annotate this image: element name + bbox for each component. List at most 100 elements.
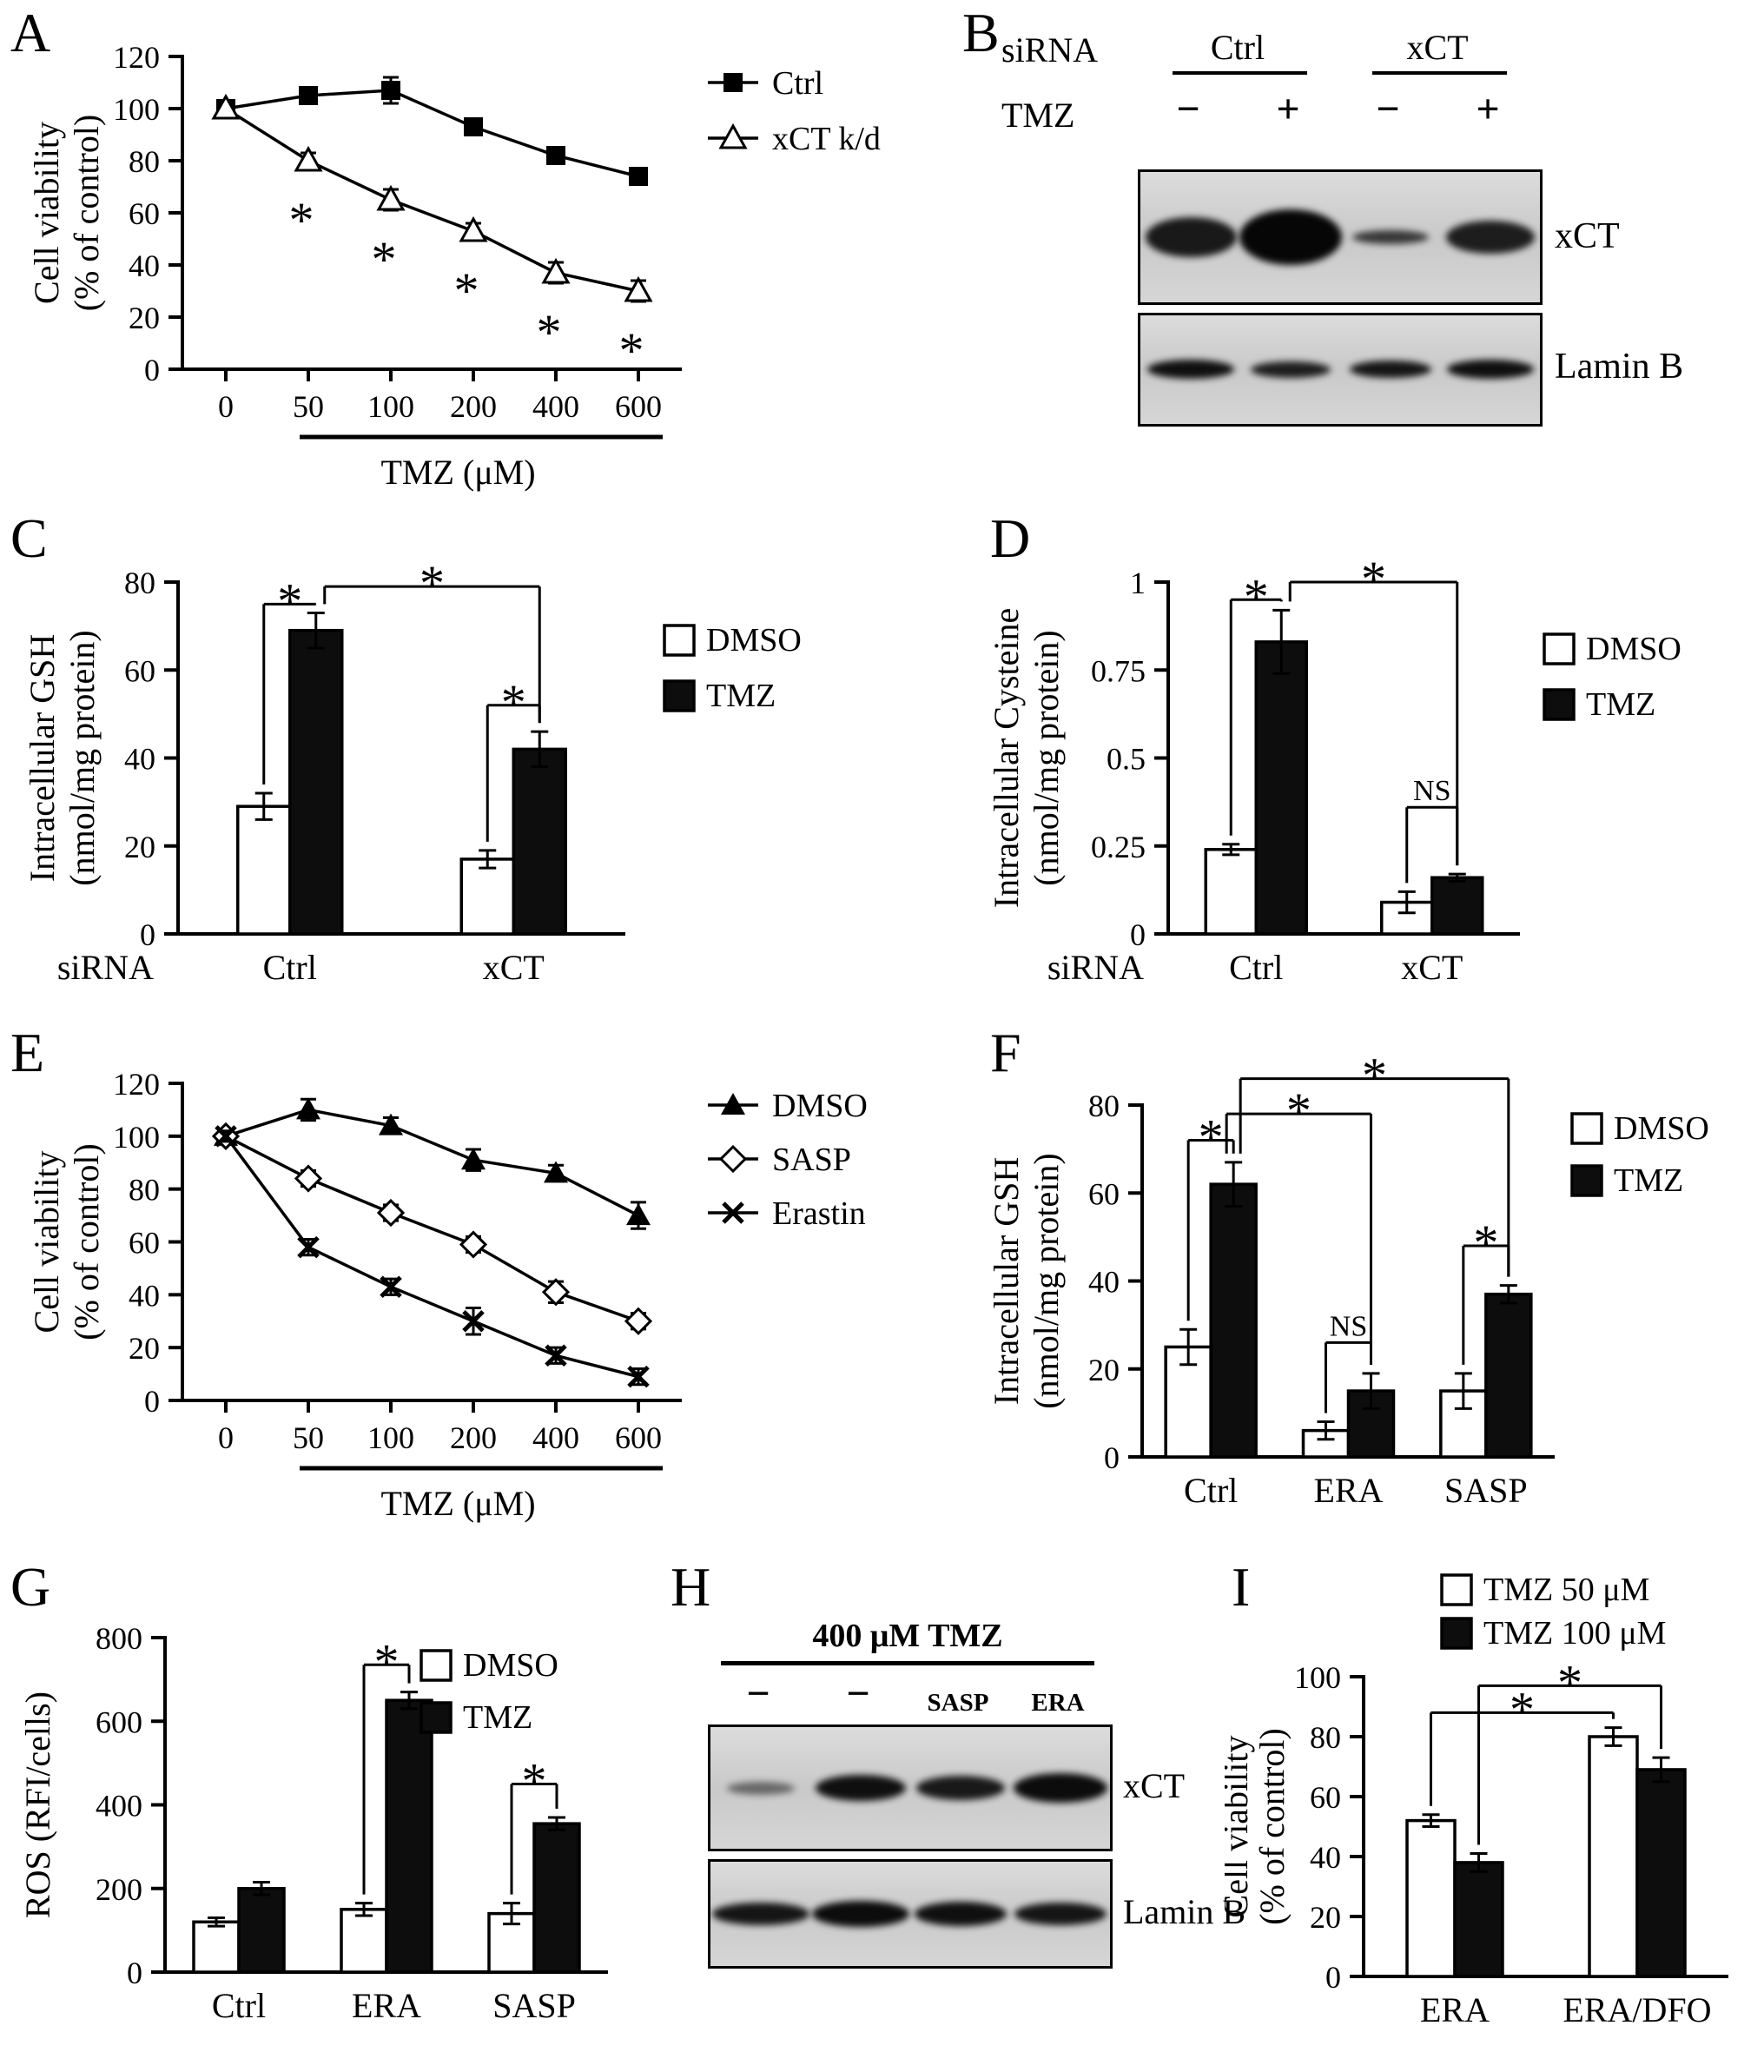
svg-text:TMZ (μM): TMZ (μM) — [380, 1484, 535, 1523]
panel-label-c: C — [10, 507, 48, 569]
svg-text:*: * — [537, 304, 562, 361]
sirna-row-label: siRNA — [1001, 30, 1099, 70]
svg-text:Intracellular GSH: Intracellular GSH — [987, 1157, 1026, 1405]
panel-d-chart: 0 0.25 0.5 0.75 1 Intracellular Cysteine (nmol… — [981, 521, 1763, 1034]
blot-band — [1251, 361, 1331, 378]
tmz-sign-3: − — [1376, 86, 1400, 132]
xct-blot-label: xCT — [1555, 216, 1620, 256]
svg-text:TMZ 50 μM: TMZ 50 μM — [1483, 1572, 1649, 1608]
svg-text:siRNA: siRNA — [57, 948, 154, 987]
laminb-blot-image — [708, 1859, 1113, 1969]
svg-text:100: 100 — [367, 1420, 414, 1455]
svg-text:DMSO: DMSO — [772, 1088, 868, 1124]
svg-text:Ctrl: Ctrl — [1184, 1471, 1238, 1510]
tmz-sign-1: − — [1176, 86, 1200, 132]
svg-text:*: * — [1557, 1654, 1582, 1711]
panel-label-d: D — [990, 507, 1031, 569]
svg-text:400: 400 — [532, 1420, 579, 1455]
svg-text:200: 200 — [96, 1872, 142, 1907]
svg-text:(nmol/mg protein): (nmol/mg protein) — [1027, 630, 1066, 885]
svg-text:xCT: xCT — [483, 948, 545, 987]
chartC: 0 20 40 60 80 Intracellular GSH (nmol/mg prote… — [23, 555, 802, 987]
svg-text:600: 600 — [615, 389, 662, 424]
svg-text:200: 200 — [450, 389, 497, 424]
svg-text:20: 20 — [129, 301, 160, 335]
svg-text:siRNA: siRNA — [1047, 948, 1144, 987]
svg-text:40: 40 — [1088, 1265, 1120, 1300]
svg-text:200: 200 — [450, 1420, 497, 1455]
panel-i-chart: 0 20 40 60 80 100 Cell viability (% of control)… — [1216, 1559, 1763, 2072]
blot-band — [812, 1901, 909, 1927]
svg-text:*: * — [1199, 1109, 1224, 1166]
svg-text:TMZ: TMZ — [1586, 686, 1655, 723]
panel-e-chart: 0 20 40 60 80 100 120 Cell viability (% of contr… — [22, 1036, 942, 1561]
panel-g-chart: 0 200 400 600 800 ROS (RFI/cells) Ctrl ERA SASP *… — [13, 1577, 656, 2072]
svg-text:ERA: ERA — [1314, 1471, 1384, 1510]
svg-text:DMSO: DMSO — [1586, 631, 1681, 667]
svg-text:*: * — [1473, 1215, 1498, 1271]
svg-text:20: 20 — [1310, 1900, 1341, 1935]
panel-label-b: B — [962, 2, 1000, 63]
svg-text:Intracellular Cysteine: Intracellular Cysteine — [987, 608, 1026, 908]
blot-band — [727, 1781, 795, 1795]
ctrl-underline — [1173, 71, 1307, 75]
tmz-row-label: TMZ — [1001, 96, 1075, 135]
blot-band — [1239, 209, 1342, 265]
svg-text:600: 600 — [96, 1705, 142, 1739]
panel-a-chart: 0 20 40 60 80 100 120 Cell viability (% of contr… — [22, 9, 942, 526]
svg-text:50: 50 — [293, 389, 324, 424]
svg-text:SASP: SASP — [1444, 1471, 1528, 1510]
chartD: 0 0.25 0.5 0.75 1 Intracellular Cysteine (nmol… — [987, 551, 1681, 987]
svg-text:120: 120 — [113, 1067, 160, 1102]
svg-text:40: 40 — [129, 1278, 160, 1313]
svg-text:*: * — [374, 1633, 400, 1690]
svg-text:Cell viability: Cell viability — [27, 1151, 66, 1334]
svg-text:ERA/DFO: ERA/DFO — [1562, 1990, 1711, 2029]
svg-text:20: 20 — [124, 830, 155, 864]
blot-band — [1014, 1903, 1107, 1925]
svg-text:20: 20 — [1088, 1353, 1120, 1387]
svg-text:40: 40 — [124, 742, 155, 777]
svg-text:0: 0 — [140, 917, 155, 952]
svg-text:60: 60 — [1310, 1780, 1341, 1815]
svg-text:DMSO: DMSO — [463, 1647, 558, 1684]
svg-text:xCT k/d: xCT k/d — [772, 121, 881, 157]
tmz-dose-header: 400 μM TMZ — [812, 1618, 1003, 1654]
svg-text:0: 0 — [1325, 1960, 1341, 1995]
svg-text:(nmol/mg protein): (nmol/mg protein) — [1027, 1153, 1066, 1408]
svg-text:(% of control): (% of control) — [67, 1143, 106, 1341]
blot-band — [916, 1776, 1005, 1800]
xct-blot-label: xCT — [1123, 1766, 1186, 1805]
svg-text:ROS (RFI/cells): ROS (RFI/cells) — [18, 1691, 57, 1918]
svg-text:NS: NS — [1330, 1310, 1367, 1342]
svg-text:DMSO: DMSO — [706, 622, 802, 659]
laminb-blot-label: Lamin B — [1555, 347, 1684, 387]
blot-band — [915, 1902, 1007, 1926]
blot-band — [1352, 230, 1429, 244]
svg-text:Cell viability: Cell viability — [27, 122, 66, 304]
svg-text:80: 80 — [1088, 1089, 1120, 1123]
svg-text:40: 40 — [129, 248, 160, 283]
svg-text:*: * — [420, 555, 445, 612]
svg-text:Ctrl: Ctrl — [1229, 948, 1283, 987]
svg-text:0.5: 0.5 — [1107, 742, 1146, 777]
svg-text:60: 60 — [129, 1226, 160, 1261]
panel-f-chart: 0 20 40 60 80 Intracellular GSH (nmol/mg prote… — [981, 1036, 1763, 1561]
svg-text:0: 0 — [1130, 917, 1146, 952]
svg-text:0: 0 — [127, 1956, 142, 1990]
svg-text:100: 100 — [113, 92, 160, 127]
svg-text:400: 400 — [96, 1789, 142, 1824]
sirna-group-xct: xCT — [1406, 28, 1469, 67]
panel-b: siRNA Ctrl xCT TMZ − + − + xCT Lamin B — [968, 9, 1759, 443]
svg-text:600: 600 — [615, 1420, 662, 1455]
svg-text:80: 80 — [124, 566, 155, 600]
svg-text:60: 60 — [1088, 1176, 1120, 1211]
blot-band — [1145, 217, 1237, 257]
laminb-blot-image — [1138, 313, 1543, 427]
svg-text:DMSO: DMSO — [1614, 1110, 1709, 1147]
svg-text:0: 0 — [218, 1420, 234, 1455]
header-underline — [721, 1661, 1094, 1665]
blot-band — [1446, 221, 1535, 254]
svg-text:100: 100 — [113, 1120, 160, 1155]
